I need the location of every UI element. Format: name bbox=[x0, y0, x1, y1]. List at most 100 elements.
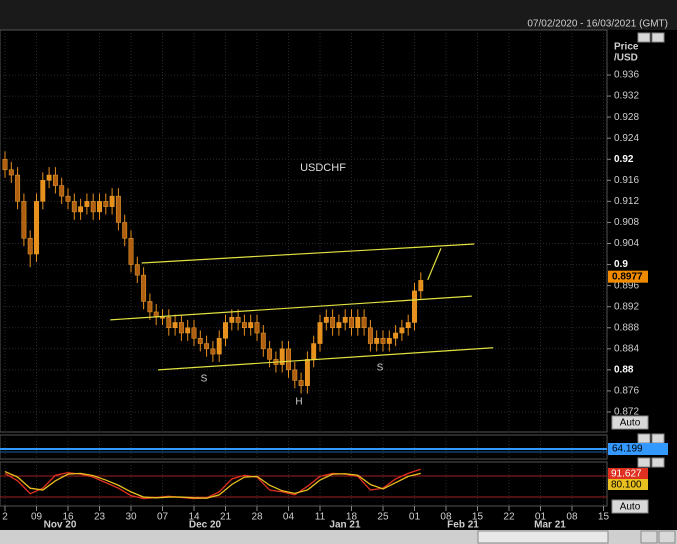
candle-body bbox=[336, 322, 342, 328]
candle-body bbox=[342, 316, 348, 323]
y-axis-label: /USD bbox=[614, 53, 638, 64]
candle-body bbox=[248, 322, 254, 328]
candle-body bbox=[185, 327, 191, 334]
candle-body bbox=[267, 348, 273, 360]
header-bar bbox=[0, 0, 677, 30]
candle-body bbox=[304, 359, 310, 386]
trend-line bbox=[427, 248, 442, 281]
stochastic-label: 80.100 bbox=[611, 480, 642, 491]
candle-body bbox=[84, 201, 90, 207]
candle-body bbox=[52, 174, 58, 186]
candle-body bbox=[191, 327, 197, 339]
candle-body bbox=[241, 322, 247, 328]
candle-body bbox=[298, 380, 304, 386]
stochastic-panel bbox=[0, 461, 608, 507]
candle-body bbox=[122, 222, 128, 239]
candle-body bbox=[128, 237, 134, 265]
panel-button[interactable] bbox=[651, 433, 665, 444]
y-tick-label: 0.9 bbox=[614, 259, 628, 270]
chart-title: USDCHF bbox=[300, 162, 346, 174]
x-tick-label: 07 bbox=[157, 512, 169, 523]
y-tick-label: 0.908 bbox=[614, 217, 639, 228]
x-tick-label: 14 bbox=[188, 512, 200, 523]
y-tick-label: 0.876 bbox=[614, 386, 639, 397]
x-tick-label: 15 bbox=[598, 512, 610, 523]
candle-body bbox=[399, 327, 405, 334]
panel-button[interactable] bbox=[637, 32, 651, 43]
candle-body bbox=[223, 322, 228, 339]
panel-button[interactable] bbox=[637, 457, 651, 468]
month-label: Dec 20 bbox=[189, 520, 222, 531]
candle-body bbox=[147, 301, 153, 313]
x-tick-label: 18 bbox=[346, 512, 358, 523]
candle-body bbox=[15, 174, 21, 202]
candle-body bbox=[166, 316, 172, 328]
candle-body bbox=[160, 316, 165, 319]
trend-line bbox=[141, 243, 475, 264]
x-tick-label: 09 bbox=[31, 512, 43, 523]
candle-body bbox=[254, 322, 260, 334]
stochastic-box bbox=[608, 479, 648, 490]
auto-button[interactable] bbox=[611, 415, 649, 430]
candle-body bbox=[134, 264, 140, 276]
panel-button[interactable] bbox=[651, 457, 665, 468]
main-panel bbox=[0, 29, 608, 433]
last-price-box bbox=[608, 270, 648, 283]
candle-body bbox=[386, 338, 392, 344]
y-tick-label: 0.872 bbox=[614, 407, 639, 418]
candle-body bbox=[355, 316, 361, 328]
candle-body bbox=[311, 343, 317, 360]
x-tick-label: 01 bbox=[409, 512, 421, 523]
candle-body bbox=[21, 201, 27, 239]
x-tick-label: 16 bbox=[62, 512, 74, 523]
candle-body bbox=[361, 316, 367, 328]
indicator-box bbox=[608, 443, 668, 455]
x-tick-label: 04 bbox=[283, 512, 295, 523]
x-tick-label: 28 bbox=[251, 512, 263, 523]
auto-button[interactable] bbox=[611, 499, 649, 514]
x-tick-label: 30 bbox=[125, 512, 137, 523]
last-price-label: 0.8977 bbox=[612, 271, 643, 282]
candle-body bbox=[235, 316, 241, 323]
scroll-right[interactable] bbox=[640, 530, 658, 544]
month-label: Feb 21 bbox=[447, 520, 479, 531]
stochastic-line bbox=[4, 470, 421, 499]
scroll-end[interactable] bbox=[658, 530, 676, 544]
candle-body bbox=[8, 169, 14, 176]
y-tick-label: 0.924 bbox=[614, 133, 639, 144]
y-tick-label: 0.916 bbox=[614, 175, 639, 186]
pattern-label: S bbox=[201, 374, 208, 385]
auto-label[interactable]: Auto bbox=[620, 418, 641, 429]
y-tick-label: 0.92 bbox=[614, 154, 634, 165]
y-tick-label: 0.896 bbox=[614, 280, 639, 291]
candle-body bbox=[71, 201, 77, 213]
candle-body bbox=[317, 322, 323, 344]
pattern-label: H bbox=[295, 397, 302, 408]
candle-body bbox=[46, 174, 52, 181]
auto-label[interactable]: Auto bbox=[620, 502, 641, 513]
month-label: Mar 21 bbox=[534, 520, 566, 531]
candle-body bbox=[418, 280, 424, 292]
scroll-thumb[interactable] bbox=[477, 530, 609, 544]
candle-body bbox=[330, 316, 336, 328]
y-tick-label: 0.904 bbox=[614, 238, 639, 249]
candle-body bbox=[204, 343, 210, 350]
candle-body bbox=[109, 195, 115, 207]
panel-button[interactable] bbox=[651, 32, 665, 43]
candle-body bbox=[279, 348, 285, 365]
candle-body bbox=[90, 201, 96, 213]
x-tick-label: 08 bbox=[566, 512, 578, 523]
candle-body bbox=[229, 316, 235, 323]
indicator-label: 64.199 bbox=[612, 444, 643, 455]
date-range: 07/02/2020 - 16/03/2021 (GMT) bbox=[527, 19, 668, 30]
candle-body bbox=[141, 274, 147, 302]
panel-button[interactable] bbox=[637, 433, 651, 444]
y-tick-label: 0.884 bbox=[614, 343, 639, 354]
candle-body bbox=[216, 338, 222, 355]
candle-body bbox=[286, 348, 291, 371]
y-axis-label: Price bbox=[614, 42, 639, 53]
candle-body bbox=[78, 206, 84, 213]
x-tick-label: 21 bbox=[220, 512, 232, 523]
candle-body bbox=[380, 338, 386, 344]
candle-body bbox=[367, 327, 373, 344]
